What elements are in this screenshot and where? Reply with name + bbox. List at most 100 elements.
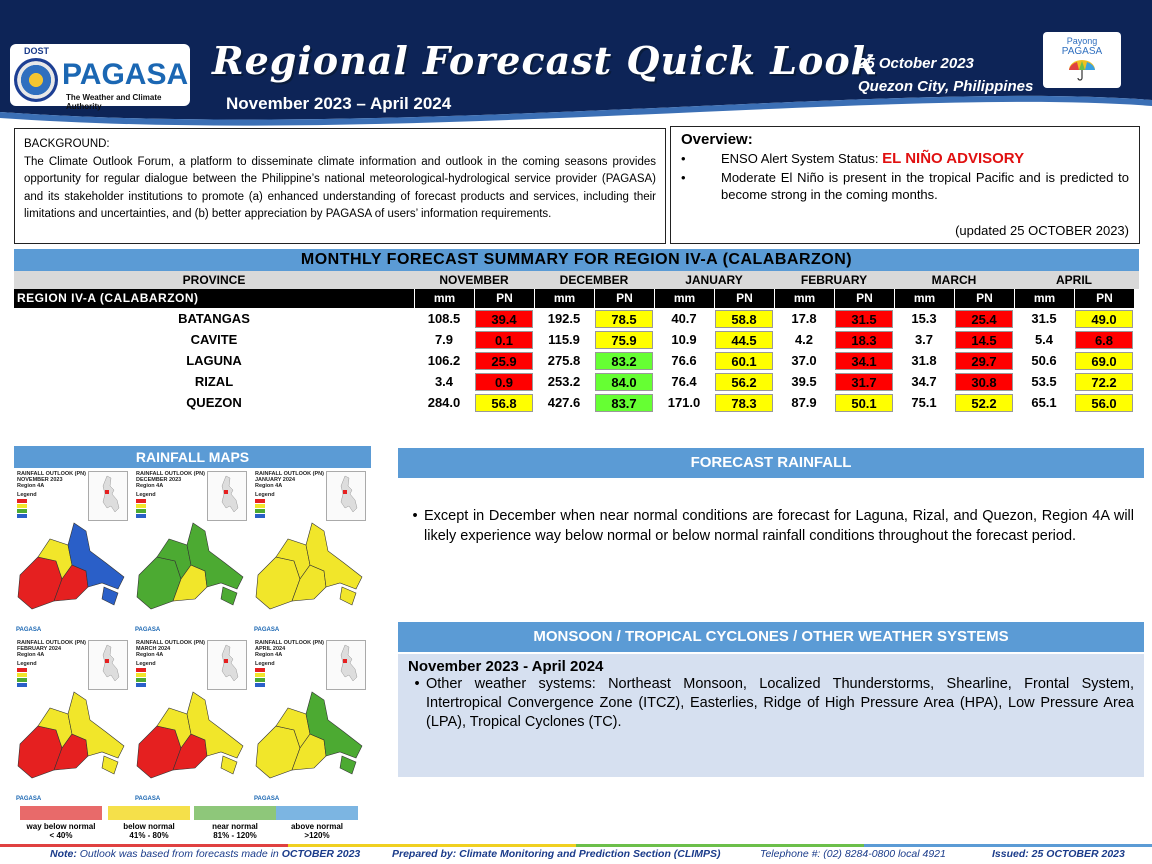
legend-swatch (136, 504, 146, 508)
province-name: QUEZON (186, 395, 242, 410)
pn-value: 31.5 (835, 309, 893, 328)
overview-title: Overview: (681, 131, 753, 148)
map-region: Region 4A (17, 483, 45, 489)
legend-swatch (255, 678, 265, 682)
legend-swatch (136, 668, 146, 672)
legend-swatch (17, 668, 27, 672)
map-month: DECEMBER 2023 (136, 477, 182, 483)
map-legend-label: Legend (136, 492, 156, 498)
mm-value: 76.6 (671, 353, 697, 368)
legend-swatch (17, 673, 27, 677)
mm-value: 3.7 (914, 332, 934, 347)
pn-value: 14.5 (955, 330, 1013, 349)
payong-pagasa-logo: Payong PAGASA (1043, 32, 1121, 88)
rainfall-map-panel: RAINFALL OUTLOOK (PN) APRIL 2024 Region 4A… (252, 638, 370, 804)
province-header: PROVINCE (182, 273, 246, 287)
mm-value: 106.2 (427, 353, 461, 368)
pn-value: 0.9 (475, 372, 533, 391)
monsoon-text: • Other weather systems: Northeast Monso… (408, 675, 1134, 732)
map-legend-label: Legend (17, 492, 37, 498)
mm-value: 427.6 (547, 395, 581, 410)
table-row: BATANGAS 108.5 39.4 192.5 78.5 40.7 58.8 17.8 31… (14, 308, 1139, 329)
legend-swatch (20, 806, 102, 820)
month-header: DECEMBER (559, 273, 629, 287)
pn-value: 75.9 (595, 330, 653, 349)
mm-value: 115.9 (548, 332, 580, 347)
table-title: MONTHLY FORECAST SUMMARY FOR REGION IV-A… (14, 249, 1139, 271)
issue-place: Quezon City, Philippines (858, 78, 1034, 95)
mm-value: 7.9 (434, 332, 454, 347)
philippines-inset-map (326, 640, 366, 690)
pn-value: 44.5 (715, 330, 773, 349)
mm-value: 3.4 (434, 374, 454, 389)
mm-value: 50.6 (1031, 353, 1057, 368)
footer: Note: Outlook was based from forecasts m… (0, 844, 1152, 864)
legend-swatch (17, 514, 27, 518)
pn-header: PN (474, 289, 534, 308)
header-banner: DOST PAGASA The Weather and Climate Auth… (0, 0, 1152, 126)
province-name: LAGUNA (186, 353, 242, 368)
table-row: QUEZON 284.0 56.8 427.6 83.7 171.0 78.3 87.9 50.… (14, 392, 1139, 413)
mm-value: 275.8 (547, 353, 581, 368)
pn-header: PN (714, 289, 774, 308)
legend-swatch (17, 509, 27, 513)
pn-value: 0.1 (475, 330, 533, 349)
bullet-icon: • (412, 508, 418, 524)
forecast-summary-table: MONTHLY FORECAST SUMMARY FOR REGION IV-A… (14, 249, 1139, 413)
map-footer-logo: PAGASA (135, 627, 161, 633)
pn-value: 30.8 (955, 372, 1013, 391)
pn-value: 83.2 (595, 351, 653, 370)
map-month: FEBRUARY 2024 (17, 646, 62, 652)
footer-prepared: Prepared by: Climate Monitoring and Pred… (392, 848, 721, 860)
region-map-shape (136, 691, 244, 779)
issue-date: 25 October 2023 (858, 55, 974, 72)
philippines-inset-map (88, 471, 128, 521)
monsoon-section: November 2023 - April 2024 • Other weath… (398, 654, 1144, 777)
legend-swatch (194, 806, 276, 820)
map-month: NOVEMBER 2023 (17, 477, 63, 483)
pn-value: 25.9 (475, 351, 533, 370)
pn-header: PN (954, 289, 1014, 308)
map-month: JANUARY 2024 (255, 477, 296, 483)
legend-swatch (255, 673, 265, 677)
page-title: Regional Forecast Quick Look (212, 38, 879, 83)
overview-item-enso: • ENSO Alert System Status: EL NIÑO ADVI… (681, 150, 1129, 167)
footer-divider (0, 844, 1152, 847)
pn-value: 84.0 (595, 372, 653, 391)
legend-swatch (255, 499, 265, 503)
bullet-icon: • (681, 170, 686, 185)
pn-value: 56.8 (475, 393, 533, 412)
pn-value: 52.2 (955, 393, 1013, 412)
mm-value: 65.1 (1031, 395, 1057, 410)
pn-value: 31.7 (835, 372, 893, 391)
pn-header: PN (1074, 289, 1134, 308)
table-subheader: REGION IV-A (CALABARZON) mm PN mm PN mm PN mm P… (14, 289, 1139, 308)
mm-header: mm (774, 289, 834, 308)
table-month-header: PROVINCE NOVEMBER DECEMBER JANUARY FEBRU… (14, 271, 1139, 289)
legend-swatch (108, 806, 190, 820)
map-footer-logo: PAGASA (254, 796, 280, 802)
pagasa-logo: DOST PAGASA The Weather and Climate Auth… (10, 44, 190, 111)
map-footer-logo: PAGASA (135, 796, 161, 802)
header-background (0, 0, 1152, 126)
pn-value: 49.0 (1075, 309, 1133, 328)
province-name: RIZAL (194, 374, 234, 389)
region-map-shape (17, 522, 125, 610)
mm-value: 39.5 (791, 374, 817, 389)
rainfall-maps-header: RAINFALL MAPS (14, 446, 371, 468)
rainfall-map-panel: RAINFALL OUTLOOK (PN) FEBRUARY 2024 Region… (14, 638, 132, 804)
month-header: FEBRUARY (800, 273, 868, 287)
mm-value: 10.9 (671, 332, 697, 347)
pagasa-seal-icon (14, 58, 58, 102)
mm-header: mm (1014, 289, 1074, 308)
map-footer-logo: PAGASA (16, 796, 42, 802)
rainfall-maps-grid: RAINFALL OUTLOOK (PN) NOVEMBER 2023 Region… (14, 469, 371, 804)
legend-swatch (17, 683, 27, 687)
province-name: CAVITE (190, 332, 238, 347)
legend-swatch (136, 514, 146, 518)
mm-header: mm (414, 289, 474, 308)
enso-label: ENSO Alert System Status: (721, 151, 883, 166)
map-title: RAINFALL OUTLOOK (PN) (136, 640, 205, 646)
payong-pagasa-label: PAGASA (1061, 46, 1103, 57)
map-legend-label: Legend (255, 661, 275, 667)
